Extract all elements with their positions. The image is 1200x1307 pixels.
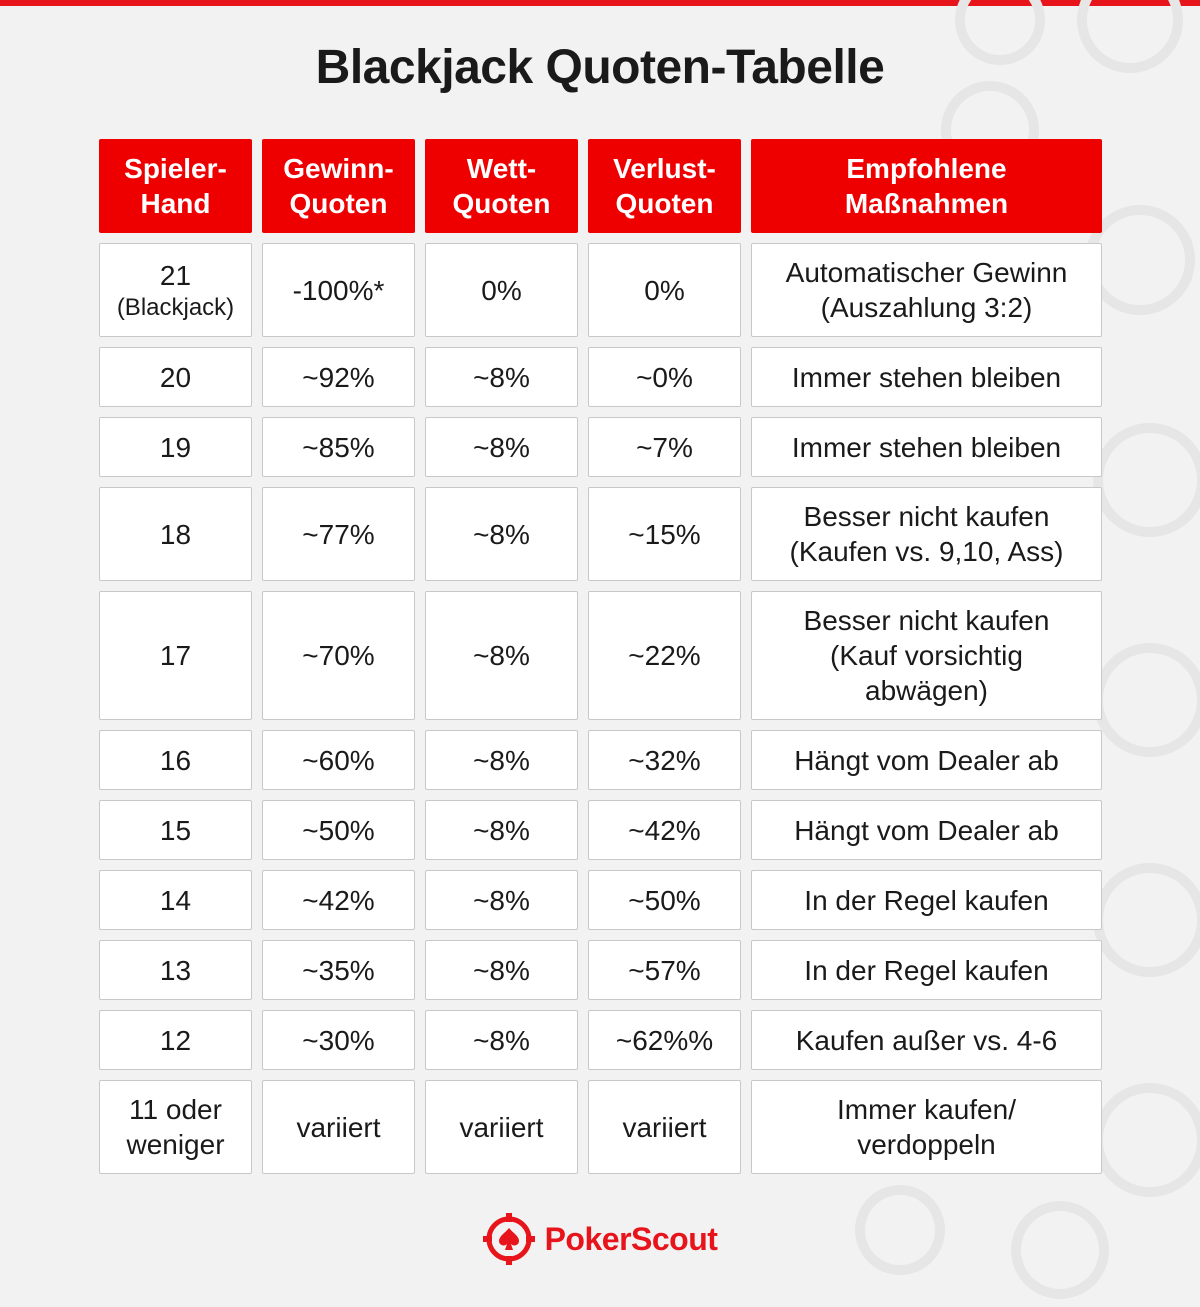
cell-bet-odds: ~8% [425, 347, 578, 407]
cell-bet-odds: ~8% [425, 591, 578, 720]
cell-loss-odds: variiert [588, 1080, 741, 1174]
cell-player-hand: 13 [99, 940, 252, 1000]
cell-recommended-action: Besser nicht kaufen (Kaufen vs. 9,10, As… [751, 487, 1102, 581]
cell-player-hand: 20 [99, 347, 252, 407]
cell-win-odds: ~30% [262, 1010, 415, 1070]
cell-recommended-action: Kaufen außer vs. 4-6 [751, 1010, 1102, 1070]
cell-win-odds: variiert [262, 1080, 415, 1174]
pokerscout-logo: PokerScout [0, 1213, 1200, 1265]
cell-loss-odds: ~15% [588, 487, 741, 581]
cell-recommended-action: Hängt vom Dealer ab [751, 800, 1102, 860]
cell-loss-odds: ~32% [588, 730, 741, 790]
cell-loss-odds: ~57% [588, 940, 741, 1000]
cell-bet-odds: ~8% [425, 487, 578, 581]
cell-player-hand: 21 (Blackjack) [99, 243, 252, 337]
cell-player-hand: 15 [99, 800, 252, 860]
cell-recommended-action: Immer stehen bleiben [751, 347, 1102, 407]
cell-loss-odds: 0% [588, 243, 741, 337]
cell-bet-odds: ~8% [425, 1010, 578, 1070]
cell-player-hand: 19 [99, 417, 252, 477]
cell-recommended-action: Besser nicht kaufen (Kauf vorsichtig abw… [751, 591, 1102, 720]
cell-win-odds: ~70% [262, 591, 415, 720]
hand-subtitle: (Blackjack) [116, 293, 235, 321]
cell-loss-odds: ~42% [588, 800, 741, 860]
cell-win-odds: -100%* [262, 243, 415, 337]
header-player-hand: Spieler- Hand [99, 139, 252, 233]
pokerscout-spade-chip-icon [482, 1213, 535, 1265]
cell-loss-odds: ~7% [588, 417, 741, 477]
cell-player-hand: 18 [99, 487, 252, 581]
cell-bet-odds: ~8% [425, 417, 578, 477]
header-win-odds: Gewinn- Quoten [262, 139, 415, 233]
header-loss-odds: Verlust- Quoten [588, 139, 741, 233]
pokerscout-logo-text: PokerScout [544, 1220, 718, 1257]
cell-loss-odds: ~50% [588, 870, 741, 930]
top-accent-bar [0, 0, 1200, 6]
cell-player-hand: 17 [99, 591, 252, 720]
cell-recommended-action: Hängt vom Dealer ab [751, 730, 1102, 790]
cell-bet-odds: ~8% [425, 870, 578, 930]
cell-bet-odds: 0% [425, 243, 578, 337]
cell-loss-odds: ~62%% [588, 1010, 741, 1070]
cell-win-odds: ~35% [262, 940, 415, 1000]
cell-player-hand: 11 oder weniger [99, 1080, 252, 1174]
cell-loss-odds: ~22% [588, 591, 741, 720]
cell-player-hand: 12 [99, 1010, 252, 1070]
cell-recommended-action: In der Regel kaufen [751, 870, 1102, 930]
cell-win-odds: ~92% [262, 347, 415, 407]
page-title: Blackjack Quoten-Tabelle [315, 41, 885, 94]
cell-bet-odds: variiert [425, 1080, 578, 1174]
cell-loss-odds: ~0% [588, 347, 741, 407]
cell-bet-odds: ~8% [425, 730, 578, 790]
header-bet-odds: Wett- Quoten [425, 139, 578, 233]
cell-win-odds: ~50% [262, 800, 415, 860]
cell-recommended-action: Immer stehen bleiben [751, 417, 1102, 477]
cell-win-odds: ~77% [262, 487, 415, 581]
hand-value: 21 [159, 259, 192, 291]
cell-bet-odds: ~8% [425, 800, 578, 860]
cell-win-odds: ~60% [262, 730, 415, 790]
cell-bet-odds: ~8% [425, 940, 578, 1000]
cell-player-hand: 14 [99, 870, 252, 930]
cell-recommended-action: Automatischer Gewinn (Auszahlung 3:2) [751, 243, 1102, 337]
cell-win-odds: ~42% [262, 870, 415, 930]
cell-recommended-action: Immer kaufen/ verdoppeln [751, 1080, 1102, 1174]
cell-recommended-action: In der Regel kaufen [751, 940, 1102, 1000]
cell-player-hand: 16 [99, 730, 252, 790]
header-recommended-actions: Empfohlene Maßnahmen [751, 139, 1102, 233]
cell-win-odds: ~85% [262, 417, 415, 477]
odds-table: Spieler- Hand Gewinn- Quoten Wett- Quote… [99, 139, 1102, 1174]
